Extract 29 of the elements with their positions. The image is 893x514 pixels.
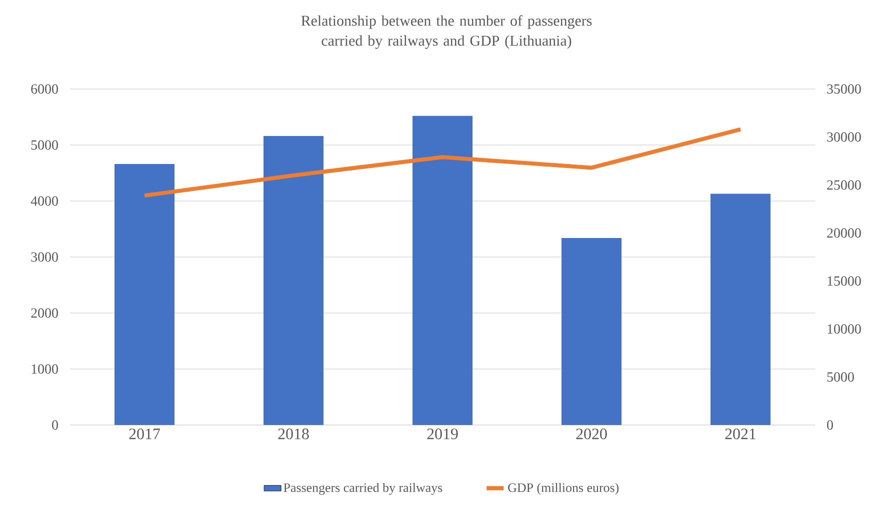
y2-tick-label: 25000 [827,180,861,190]
x-tick-label: 2017 [129,428,160,440]
bar [562,238,622,425]
chart-title: Relationship between the number of passengers carried by railways and GDP (Lithuania) [301,15,592,49]
y-tick-label: 6000 [31,84,58,94]
legend-label: GDP (millions euros) [508,482,619,495]
y-tick-label: 4000 [30,196,58,206]
x-tick-label: 2021 [725,428,756,440]
y2-tick-label: 20000 [827,228,861,238]
bar [114,164,174,425]
legend-label: Passengers carried by railways [284,482,442,495]
y2-tick-label: 0 [827,420,833,430]
y2-tick-label: 5000 [827,372,854,382]
y-tick-label: 0 [52,420,58,430]
bar [710,194,771,425]
y2-tick-label: 15000 [828,276,861,286]
y-tick-label: 1000 [32,364,58,374]
y-tick-label: 2000 [31,308,58,318]
y2-tick-label: 10000 [828,324,861,334]
x-tick-label: 2020 [576,428,607,440]
y-tick-label: 5000 [31,140,58,150]
x-tick-label: 2018 [278,428,309,440]
bar [264,136,324,425]
y2-tick-label: 35000 [827,84,861,94]
line-series [142,127,743,198]
bar [412,116,473,425]
y2-tick-label: 30000 [827,132,861,142]
x-tick-label: 2019 [427,428,458,440]
y-tick-label: 3000 [31,252,58,262]
